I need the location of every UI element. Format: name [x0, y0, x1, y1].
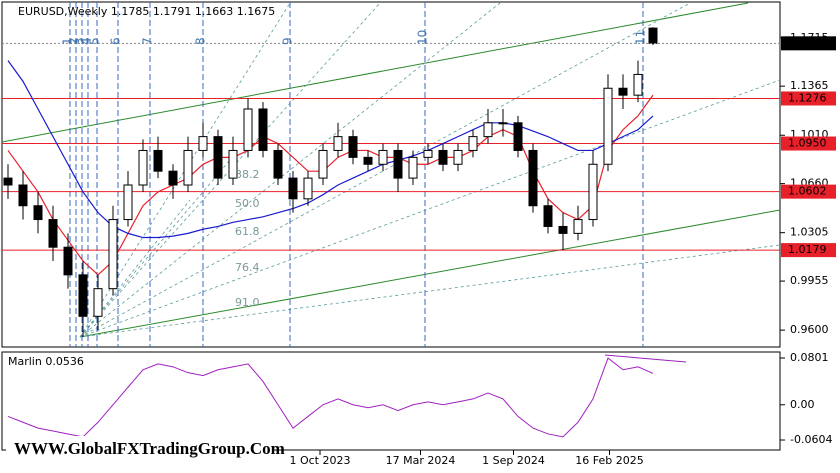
- indicator-trend: [604, 354, 687, 363]
- candle-body: [183, 149, 193, 186]
- fib-label: 91.0: [235, 296, 260, 309]
- wave-label: 8: [194, 37, 208, 45]
- wave-label: 10: [416, 30, 430, 45]
- x-tick-label: 17 Mar 2024: [386, 454, 456, 467]
- channel-upper: [1, 2, 749, 143]
- candle-body: [648, 27, 658, 44]
- wave-lines: [69, 2, 644, 347]
- candle-body: [408, 156, 418, 179]
- wave-label: 9: [281, 37, 295, 45]
- wave-label: 4: [79, 37, 93, 45]
- candle-body: [213, 136, 223, 179]
- candle-body: [543, 205, 553, 227]
- candle-body: [363, 156, 373, 165]
- candle-body: [513, 122, 523, 151]
- candle-body: [18, 184, 28, 207]
- fib-label: 50.0: [235, 197, 260, 210]
- current-price-label: 1.1675: [788, 36, 827, 49]
- wave-label: 3: [73, 37, 87, 45]
- y-tick-label: 1.0305: [790, 226, 829, 239]
- candle-body: [318, 149, 328, 179]
- candle-body: [573, 219, 583, 234]
- candle-body: [288, 177, 298, 200]
- indicator-frame: [1, 351, 781, 451]
- wave-label: 6: [109, 37, 123, 45]
- candle-body: [378, 149, 388, 165]
- candle-body: [558, 225, 568, 234]
- candle-body: [528, 149, 538, 207]
- level-box: [781, 184, 836, 199]
- candle-body: [168, 170, 178, 186]
- candle-body: [228, 149, 238, 179]
- candle-body: [108, 219, 118, 290]
- candle-body: [63, 246, 73, 276]
- level-label: 1.1276: [788, 91, 827, 104]
- candle-body: [123, 184, 133, 221]
- fib-label: 76.4: [235, 261, 260, 274]
- y-tick-label: 0.00: [790, 398, 815, 411]
- fib-label: 38.2: [235, 168, 260, 181]
- candle-body: [603, 87, 613, 165]
- level-box: [781, 136, 836, 151]
- x-tick-label: 1 Oct 2023: [289, 454, 350, 467]
- y-tick-label: 0.9955: [790, 274, 829, 287]
- y-tick-label: 0.0801: [790, 351, 829, 364]
- candle-body: [273, 149, 283, 179]
- wave-label: 11: [634, 30, 648, 45]
- current-price-box: [781, 36, 836, 51]
- y-tick-label: 0.9600: [790, 323, 829, 336]
- trend-lines: [1, 2, 781, 338]
- indicator-line: [7, 357, 654, 438]
- y-tick-label: -0.0604: [790, 433, 832, 446]
- candle-body: [258, 108, 268, 151]
- wave-label: 1: [61, 37, 75, 45]
- candle-body: [453, 149, 463, 165]
- candle-body: [153, 149, 163, 172]
- candle-body: [393, 149, 403, 179]
- level-box: [781, 243, 836, 258]
- candle-body: [498, 122, 508, 125]
- chart-title: EURUSD,Weekly 1.1785 1.1791 1.1663 1.167…: [18, 5, 275, 18]
- watermark-box: [6, 436, 272, 464]
- wave-label: 5: [88, 37, 102, 45]
- candle-body: [198, 136, 208, 151]
- channel-lower: [79, 209, 781, 338]
- wave-label: 7: [141, 37, 155, 45]
- candle-body: [423, 149, 433, 158]
- candle-body: [33, 205, 43, 221]
- level-label: 1.0602: [788, 185, 827, 198]
- candle-body: [468, 136, 478, 151]
- level-box: [781, 91, 836, 106]
- main-frame: [1, 1, 781, 348]
- watermark: WWW.GlobalFXTradingGroup.Com: [14, 439, 285, 458]
- candle-body: [333, 136, 343, 151]
- candle-body: [78, 274, 88, 317]
- fib-label: 61.8: [235, 225, 260, 238]
- candle-body: [618, 87, 628, 96]
- candle-body: [348, 136, 358, 158]
- candle-body: [93, 288, 103, 317]
- candle-body: [3, 177, 13, 186]
- candle-body: [243, 108, 253, 151]
- candle-body: [48, 219, 58, 248]
- indicator-title: Marlin 0.0536: [8, 355, 84, 368]
- level-label: 1.0179: [788, 243, 827, 256]
- candle-body: [588, 163, 598, 221]
- candle-body: [138, 149, 148, 186]
- candle-body: [633, 73, 643, 96]
- level-label: 1.0950: [788, 137, 827, 150]
- wave-label: 2: [67, 37, 81, 45]
- candle-body: [438, 149, 448, 165]
- x-tick-label: 16 Feb 2025: [575, 454, 643, 467]
- candle-body: [483, 122, 493, 138]
- candle-body: [303, 177, 313, 200]
- x-tick-label: 1 Sep 2024: [482, 454, 545, 467]
- y-tick-label: 1.1365: [790, 79, 829, 92]
